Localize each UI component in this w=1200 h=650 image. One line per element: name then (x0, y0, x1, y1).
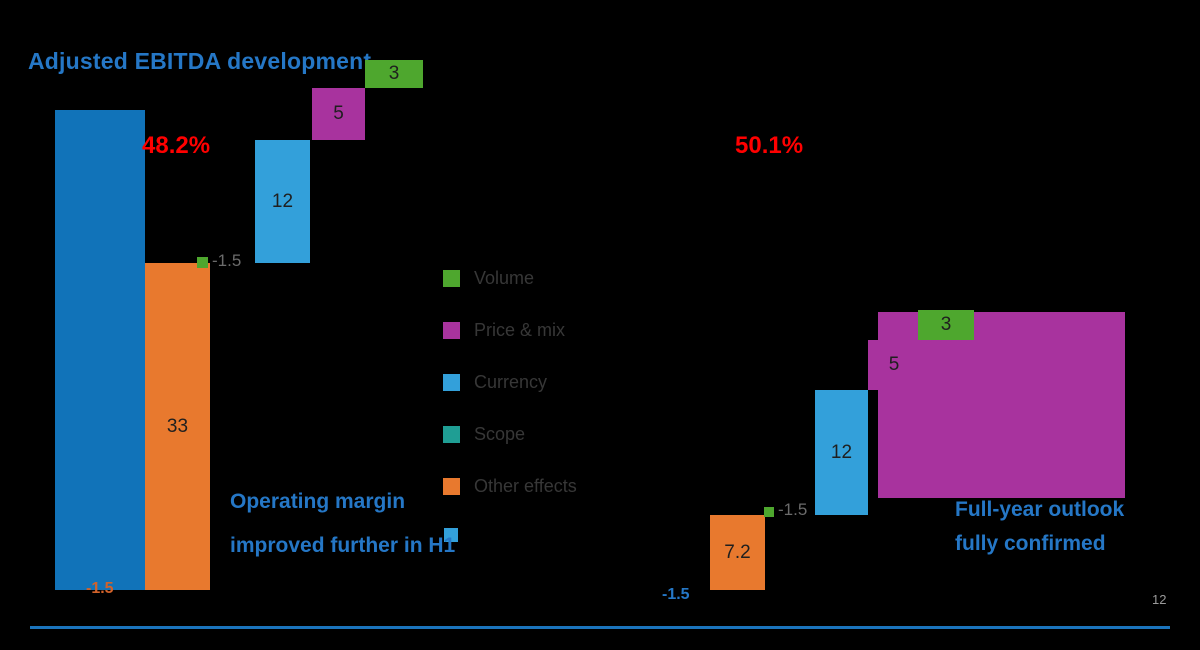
legend-label-1: Price & mix (474, 320, 566, 340)
legend-chip-blue-icon (443, 374, 460, 391)
right-delta-label: 50.1% (735, 132, 804, 159)
left-bar-blue-value: 12 (271, 190, 294, 212)
legend-label-2: Currency (474, 372, 548, 392)
right-bar-blue-value: 12 (830, 441, 853, 463)
left-step-chip-green (197, 257, 208, 268)
left-bar-purple: 5 (312, 88, 365, 140)
legend-item-0: Volume (443, 268, 534, 289)
annotation-left-line2: improved further in H1 (230, 534, 456, 557)
legend-label-4: Other effects (474, 476, 577, 496)
legend-item-4: Other effects (443, 476, 577, 497)
footer-divider (30, 626, 1170, 629)
annotation-left-line1: Operating margin (230, 490, 406, 513)
left-bar-green: 3 (365, 60, 423, 88)
right-bar-purple: 5 (868, 340, 920, 390)
right-bar-orange: 7.2 (710, 515, 765, 590)
left-delta-label: 48.2% (142, 132, 211, 159)
legend-chip-purple-icon (443, 322, 460, 339)
legend-label-0: Volume (474, 268, 535, 288)
right-bar-purple-value: 5 (888, 354, 900, 375)
chart-title: Adjusted EBITDA development (28, 48, 372, 74)
left-bar-blue: 12 (255, 140, 310, 263)
right-bar-blue: 12 (815, 390, 868, 515)
left-bar-purple-value: 5 (333, 103, 344, 124)
footnote-right: -1.5 (662, 586, 690, 603)
right-step-note: -1.5 (778, 500, 808, 519)
left-bar-orange: 33 (145, 263, 210, 590)
right-bar-green-value: 3 (940, 314, 952, 335)
right-bar-orange-value: 7.2 (724, 541, 751, 563)
legend-label-3: Scope (474, 424, 526, 444)
legend-chip-green-icon (443, 270, 460, 287)
right-step-chip-green (764, 507, 774, 517)
legend-item-2: Currency (443, 372, 547, 393)
right-bar-green: 3 (918, 310, 974, 340)
left-bar-green-value: 3 (388, 63, 400, 84)
annotation-right-line2: fully confirmed (955, 532, 1106, 555)
legend-item-3: Scope (443, 424, 525, 445)
page-number: 12 (1152, 592, 1167, 607)
footnote-left: -1.5 (86, 580, 114, 597)
legend-chip-orange-icon (443, 478, 460, 495)
left-step-note: -1.5 (212, 251, 242, 270)
left-total-bar (55, 110, 145, 590)
legend-chip-extra-icon (444, 528, 458, 542)
annotation-right-line1: Full-year outlook (955, 498, 1125, 521)
left-bar-orange-value: 33 (166, 415, 189, 437)
legend-chip-teal-icon (443, 426, 460, 443)
legend-item-1: Price & mix (443, 320, 565, 341)
